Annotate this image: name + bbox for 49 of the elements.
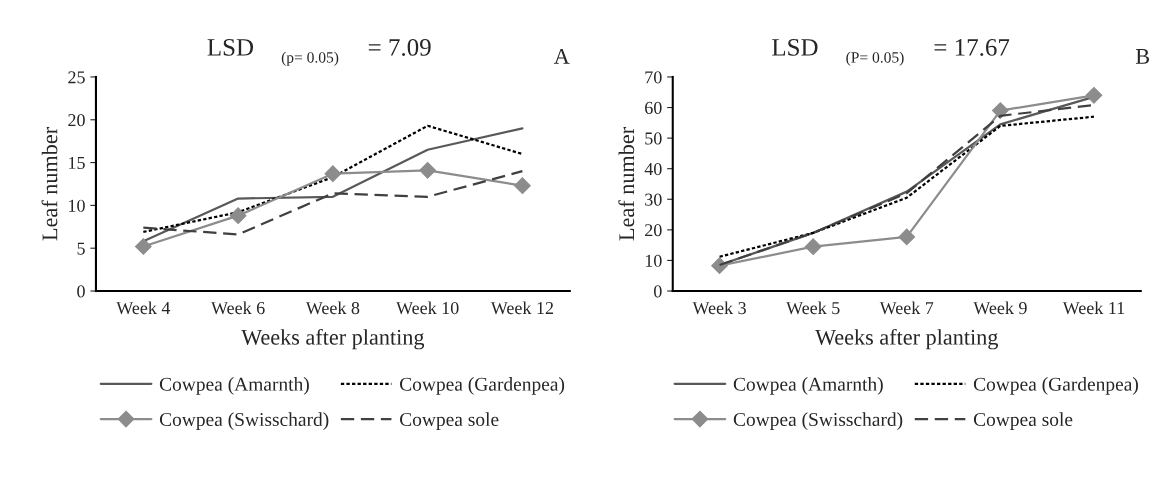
- x-tick-label: Week 8: [305, 301, 360, 315]
- x-tick-label: Week 9: [973, 301, 1027, 315]
- x-tick-label: Week 4: [116, 301, 171, 315]
- text: B: [1135, 49, 1150, 64]
- legend-label: Cowpea (Gardenpea): [400, 377, 565, 395]
- point: [419, 161, 437, 179]
- point: [324, 165, 342, 183]
- x-tick-label: Week 12: [490, 301, 554, 315]
- x-axis-title: Weeks after planting: [815, 328, 998, 350]
- x-tick-label: Week 11: [1062, 301, 1125, 315]
- x-tick-label: Week 10: [396, 301, 459, 315]
- chart-title: LSD (p= 0.05) = 7.09: [207, 38, 431, 66]
- y-tick-label: 60: [645, 101, 662, 114]
- y-tick-label: 0: [653, 285, 662, 298]
- point: [514, 177, 531, 195]
- legend-label: Cowpea (Amarnth): [159, 377, 309, 395]
- legend-label: Cowpea (Swisschard): [733, 412, 903, 430]
- text: A: [553, 49, 570, 64]
- line-series: [142, 170, 524, 236]
- y-tick-label: 40: [644, 162, 662, 176]
- legend-label: Cowpea (Amarnth): [733, 377, 883, 395]
- point: [134, 238, 152, 255]
- legend-label: Cowpea sole: [973, 412, 1073, 430]
- y-tick-label: 0: [77, 285, 85, 298]
- y-tick-label: 20: [68, 114, 85, 127]
- chart-title: LSD (P= 0.05) = 17.67: [772, 39, 1010, 66]
- x-tick-label: Week 6: [211, 301, 265, 315]
- x-axis-title: Weeks after planting: [241, 328, 425, 350]
- y-tick-label: 10: [645, 254, 662, 267]
- y-tick-label: 50: [645, 132, 662, 145]
- point: [804, 238, 822, 256]
- y-axis-title: Leaf number: [41, 127, 58, 241]
- x-tick-label: Week 5: [786, 301, 840, 315]
- point: [229, 207, 247, 225]
- x-tick-label: Week 3: [692, 301, 746, 315]
- y-tick-label: 20: [645, 224, 662, 237]
- point: [898, 228, 916, 246]
- x-tick-label: Week 7: [879, 301, 934, 315]
- y-axis-title: Leaf number: [618, 127, 635, 241]
- y-tick-label: 5: [77, 242, 85, 255]
- y-tick-label: 30: [645, 193, 662, 206]
- y-tick-label: 15: [69, 156, 85, 170]
- y-tick-label: 10: [69, 199, 85, 212]
- y-tick-label: 25: [68, 71, 85, 84]
- y-tick-label: 70: [645, 71, 662, 84]
- legend-label: Cowpea sole: [400, 412, 499, 430]
- point: [1085, 86, 1103, 104]
- legend-label: Cowpea (Swisschard): [159, 412, 329, 430]
- legend-label: Cowpea (Gardenpea): [973, 377, 1138, 395]
